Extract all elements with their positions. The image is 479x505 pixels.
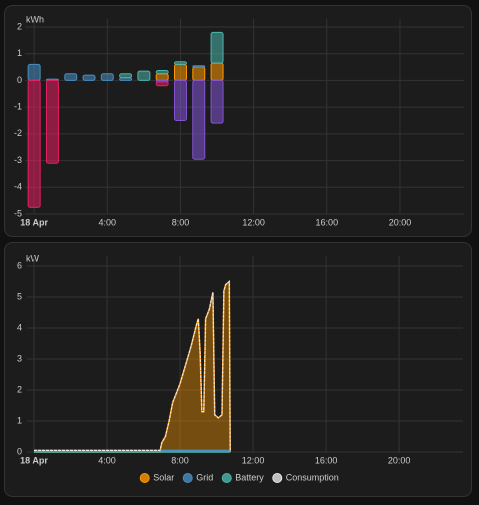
card xyxy=(4,242,472,497)
bar xyxy=(210,79,224,124)
legend-dot xyxy=(221,473,232,483)
y-tick-label: -3 xyxy=(14,155,22,165)
legend-label: Grid xyxy=(196,472,213,482)
x-tick-label: 18 Apr xyxy=(20,455,48,465)
y-tick-label: 2 xyxy=(17,21,22,31)
power-chart: kW 0 1 2 3 4 5 6 18 Apr 4:00 8:00 12:00 16:00 20:00 So… xyxy=(17,253,463,483)
line xyxy=(34,280,231,451)
legend-item[interactable]: Battery xyxy=(221,472,264,483)
y-tick-label: 5 xyxy=(17,291,22,301)
area-fill xyxy=(34,281,231,452)
bar xyxy=(27,79,41,208)
x-tick-label: 16:00 xyxy=(315,455,338,465)
y-tick-label: 4 xyxy=(17,322,22,332)
legend-dot xyxy=(272,473,283,483)
legend-item[interactable]: Grid xyxy=(182,472,213,483)
legend-item[interactable]: Solar xyxy=(139,472,174,483)
y-tick-label: -4 xyxy=(14,182,22,192)
bar xyxy=(210,62,224,81)
bar xyxy=(192,79,206,160)
bar xyxy=(155,70,169,75)
x-tick-label: 8:00 xyxy=(171,455,189,465)
x-tick-label: 20:00 xyxy=(389,217,412,227)
bar xyxy=(27,63,41,81)
legend-label: Consumption xyxy=(286,472,339,482)
y-tick-label: -1 xyxy=(14,102,22,112)
bar xyxy=(192,65,206,68)
bar xyxy=(45,79,59,164)
legend-dot xyxy=(139,473,150,483)
bar xyxy=(210,31,224,64)
y-tick-label: 3 xyxy=(17,353,22,363)
legend-dot xyxy=(182,473,193,483)
legend-item[interactable]: Consumption xyxy=(272,472,339,483)
x-tick-label: 4:00 xyxy=(99,217,117,227)
x-tick-label: 16:00 xyxy=(316,217,339,227)
y-tick-label: -5 xyxy=(14,208,22,218)
y-tick-label: -2 xyxy=(14,128,22,138)
bar xyxy=(119,73,133,79)
bar xyxy=(192,66,206,81)
x-tick-label: 12:00 xyxy=(242,455,265,465)
y-tick-label: 0 xyxy=(17,75,22,85)
x-tick-label: 18 Apr xyxy=(20,217,48,227)
bar xyxy=(100,73,114,81)
bar xyxy=(173,61,187,65)
y-tick-label: 2 xyxy=(17,384,22,394)
bar xyxy=(137,70,151,81)
energy-chart: kWh -5 -4 -3 -2 -1 0 1 2 18 Apr 4:00 8:00 12:00 16:00… xyxy=(14,14,464,227)
y-axis-label: kWh xyxy=(26,14,44,24)
x-tick-label: 4:00 xyxy=(98,455,116,465)
legend-label: Solar xyxy=(153,472,174,482)
legend-label: Battery xyxy=(235,472,264,482)
x-tick-label: 20:00 xyxy=(388,455,411,465)
bar xyxy=(155,73,169,81)
card xyxy=(4,5,472,237)
y-tick-label: 0 xyxy=(17,446,22,456)
y-tick-label: 1 xyxy=(17,48,22,58)
y-tick-label: 6 xyxy=(17,260,22,270)
x-tick-label: 12:00 xyxy=(242,217,265,227)
bar xyxy=(173,79,187,122)
bar xyxy=(64,73,78,81)
y-tick-label: 1 xyxy=(17,415,22,425)
x-tick-label: 8:00 xyxy=(172,217,190,227)
bar xyxy=(173,63,187,81)
bar xyxy=(155,81,169,87)
y-axis-label: kW xyxy=(26,253,40,263)
bar xyxy=(82,74,96,81)
